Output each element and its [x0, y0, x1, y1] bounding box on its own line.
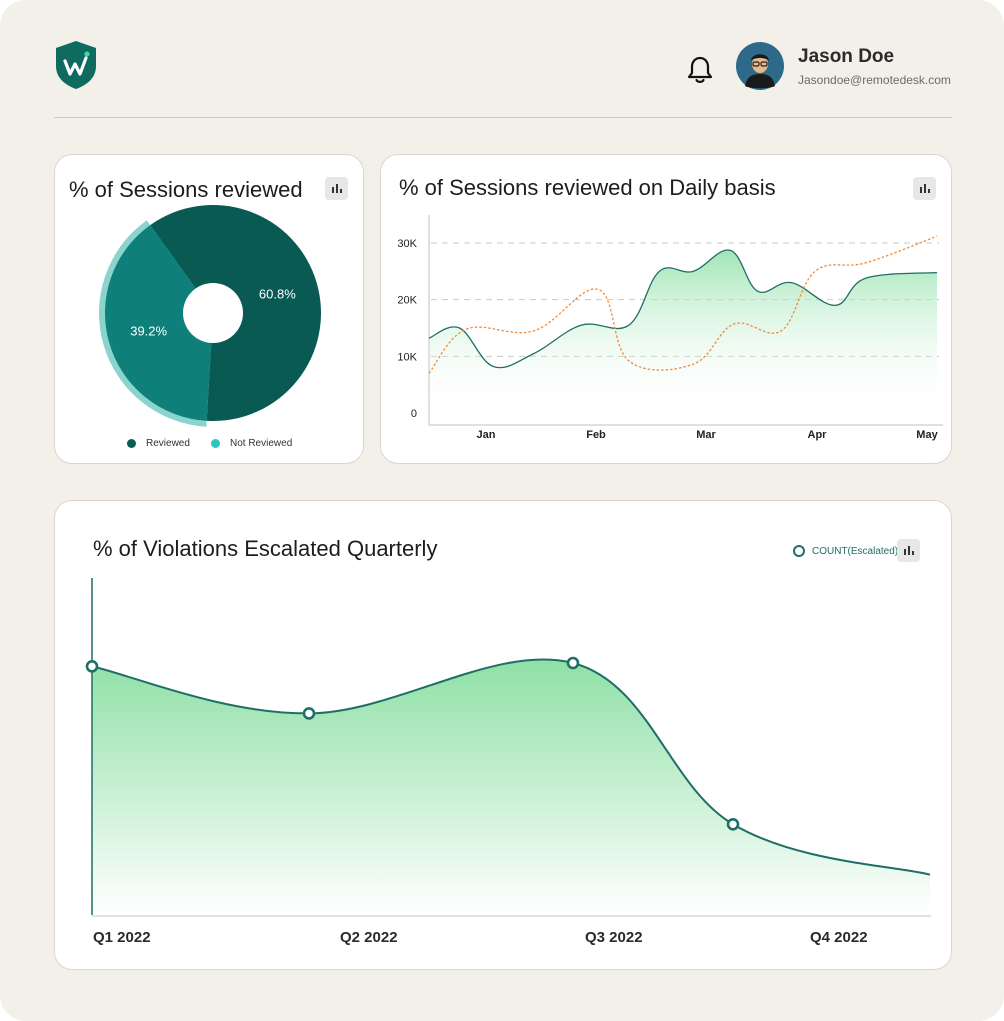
legend-label: Not Reviewed	[230, 438, 293, 449]
card-title: % of Sessions reviewed	[69, 177, 303, 202]
daily-line-chart: 0 10K 20K 30K Jan Feb Mar Apr May	[397, 215, 943, 441]
chart-type-button[interactable]	[325, 177, 348, 200]
sessions-reviewed-card: % of Sessions reviewed 60.8% 39.2% Review…	[54, 154, 364, 464]
header-divider	[54, 117, 952, 118]
pie-slice	[105, 225, 213, 421]
card-title: % of Sessions reviewed on Daily basis	[399, 175, 776, 200]
avatar[interactable]	[736, 42, 784, 90]
chart-type-button[interactable]	[913, 177, 936, 200]
series-line	[428, 249, 938, 369]
y-tick-label: 10K	[397, 351, 417, 363]
x-tick-label: May	[916, 429, 938, 441]
violations-escalated-card: % of Violations Escalated Quarterly COUN…	[54, 500, 952, 970]
x-tick-label: Q4 2022	[810, 929, 868, 946]
chart-type-button[interactable]	[897, 539, 920, 562]
x-tick-label: Apr	[808, 429, 828, 441]
daily-sessions-card: % of Sessions reviewed on Daily basis 0 1…	[380, 154, 952, 464]
x-tick-label: Feb	[586, 429, 606, 441]
legend-item-not-reviewed: Not Reviewed	[211, 438, 292, 449]
user-email: Jasondoe@remotedesk.com	[798, 73, 951, 87]
data-point-marker	[85, 660, 99, 673]
legend-item-reviewed: Reviewed	[127, 438, 190, 449]
y-tick-label: 0	[411, 408, 417, 420]
x-tick-label: Q3 2022	[585, 929, 643, 946]
card-title: % of Violations Escalated Quarterly	[93, 536, 438, 561]
series-line-dotted	[428, 235, 938, 374]
x-tick-label: Q1 2022	[93, 929, 151, 946]
data-point-marker	[566, 656, 580, 670]
x-tick-label: Mar	[696, 429, 716, 441]
series-area	[429, 249, 937, 413]
x-tick-label: Q2 2022	[340, 929, 398, 946]
pie-slice-label: 39.2%	[130, 324, 167, 339]
y-tick-label: 30K	[397, 238, 417, 250]
quarterly-area-chart: Q1 2022 Q2 2022 Q3 2022 Q4 2022	[85, 578, 931, 946]
pie-hole	[183, 283, 243, 343]
legend-dot	[127, 439, 136, 448]
series-area	[92, 659, 930, 915]
legend-item-count-escalated: COUNT(Escalated)	[793, 545, 898, 557]
bell-icon[interactable]	[686, 54, 714, 84]
shield-w-logo-icon[interactable]	[54, 40, 98, 90]
pie-slice-label: 60.8%	[259, 286, 296, 301]
legend-dot	[211, 439, 220, 448]
legend-marker	[793, 545, 805, 557]
y-tick-label: 20K	[397, 295, 417, 307]
data-point-marker	[726, 817, 740, 831]
legend-label: COUNT(Escalated)	[812, 545, 899, 557]
user-name: Jason Doe	[798, 46, 895, 67]
data-point-marker	[302, 707, 316, 720]
x-tick-label: Jan	[477, 429, 496, 441]
pie-chart: 60.8% 39.2%	[99, 205, 321, 427]
legend-label: Reviewed	[146, 438, 190, 449]
